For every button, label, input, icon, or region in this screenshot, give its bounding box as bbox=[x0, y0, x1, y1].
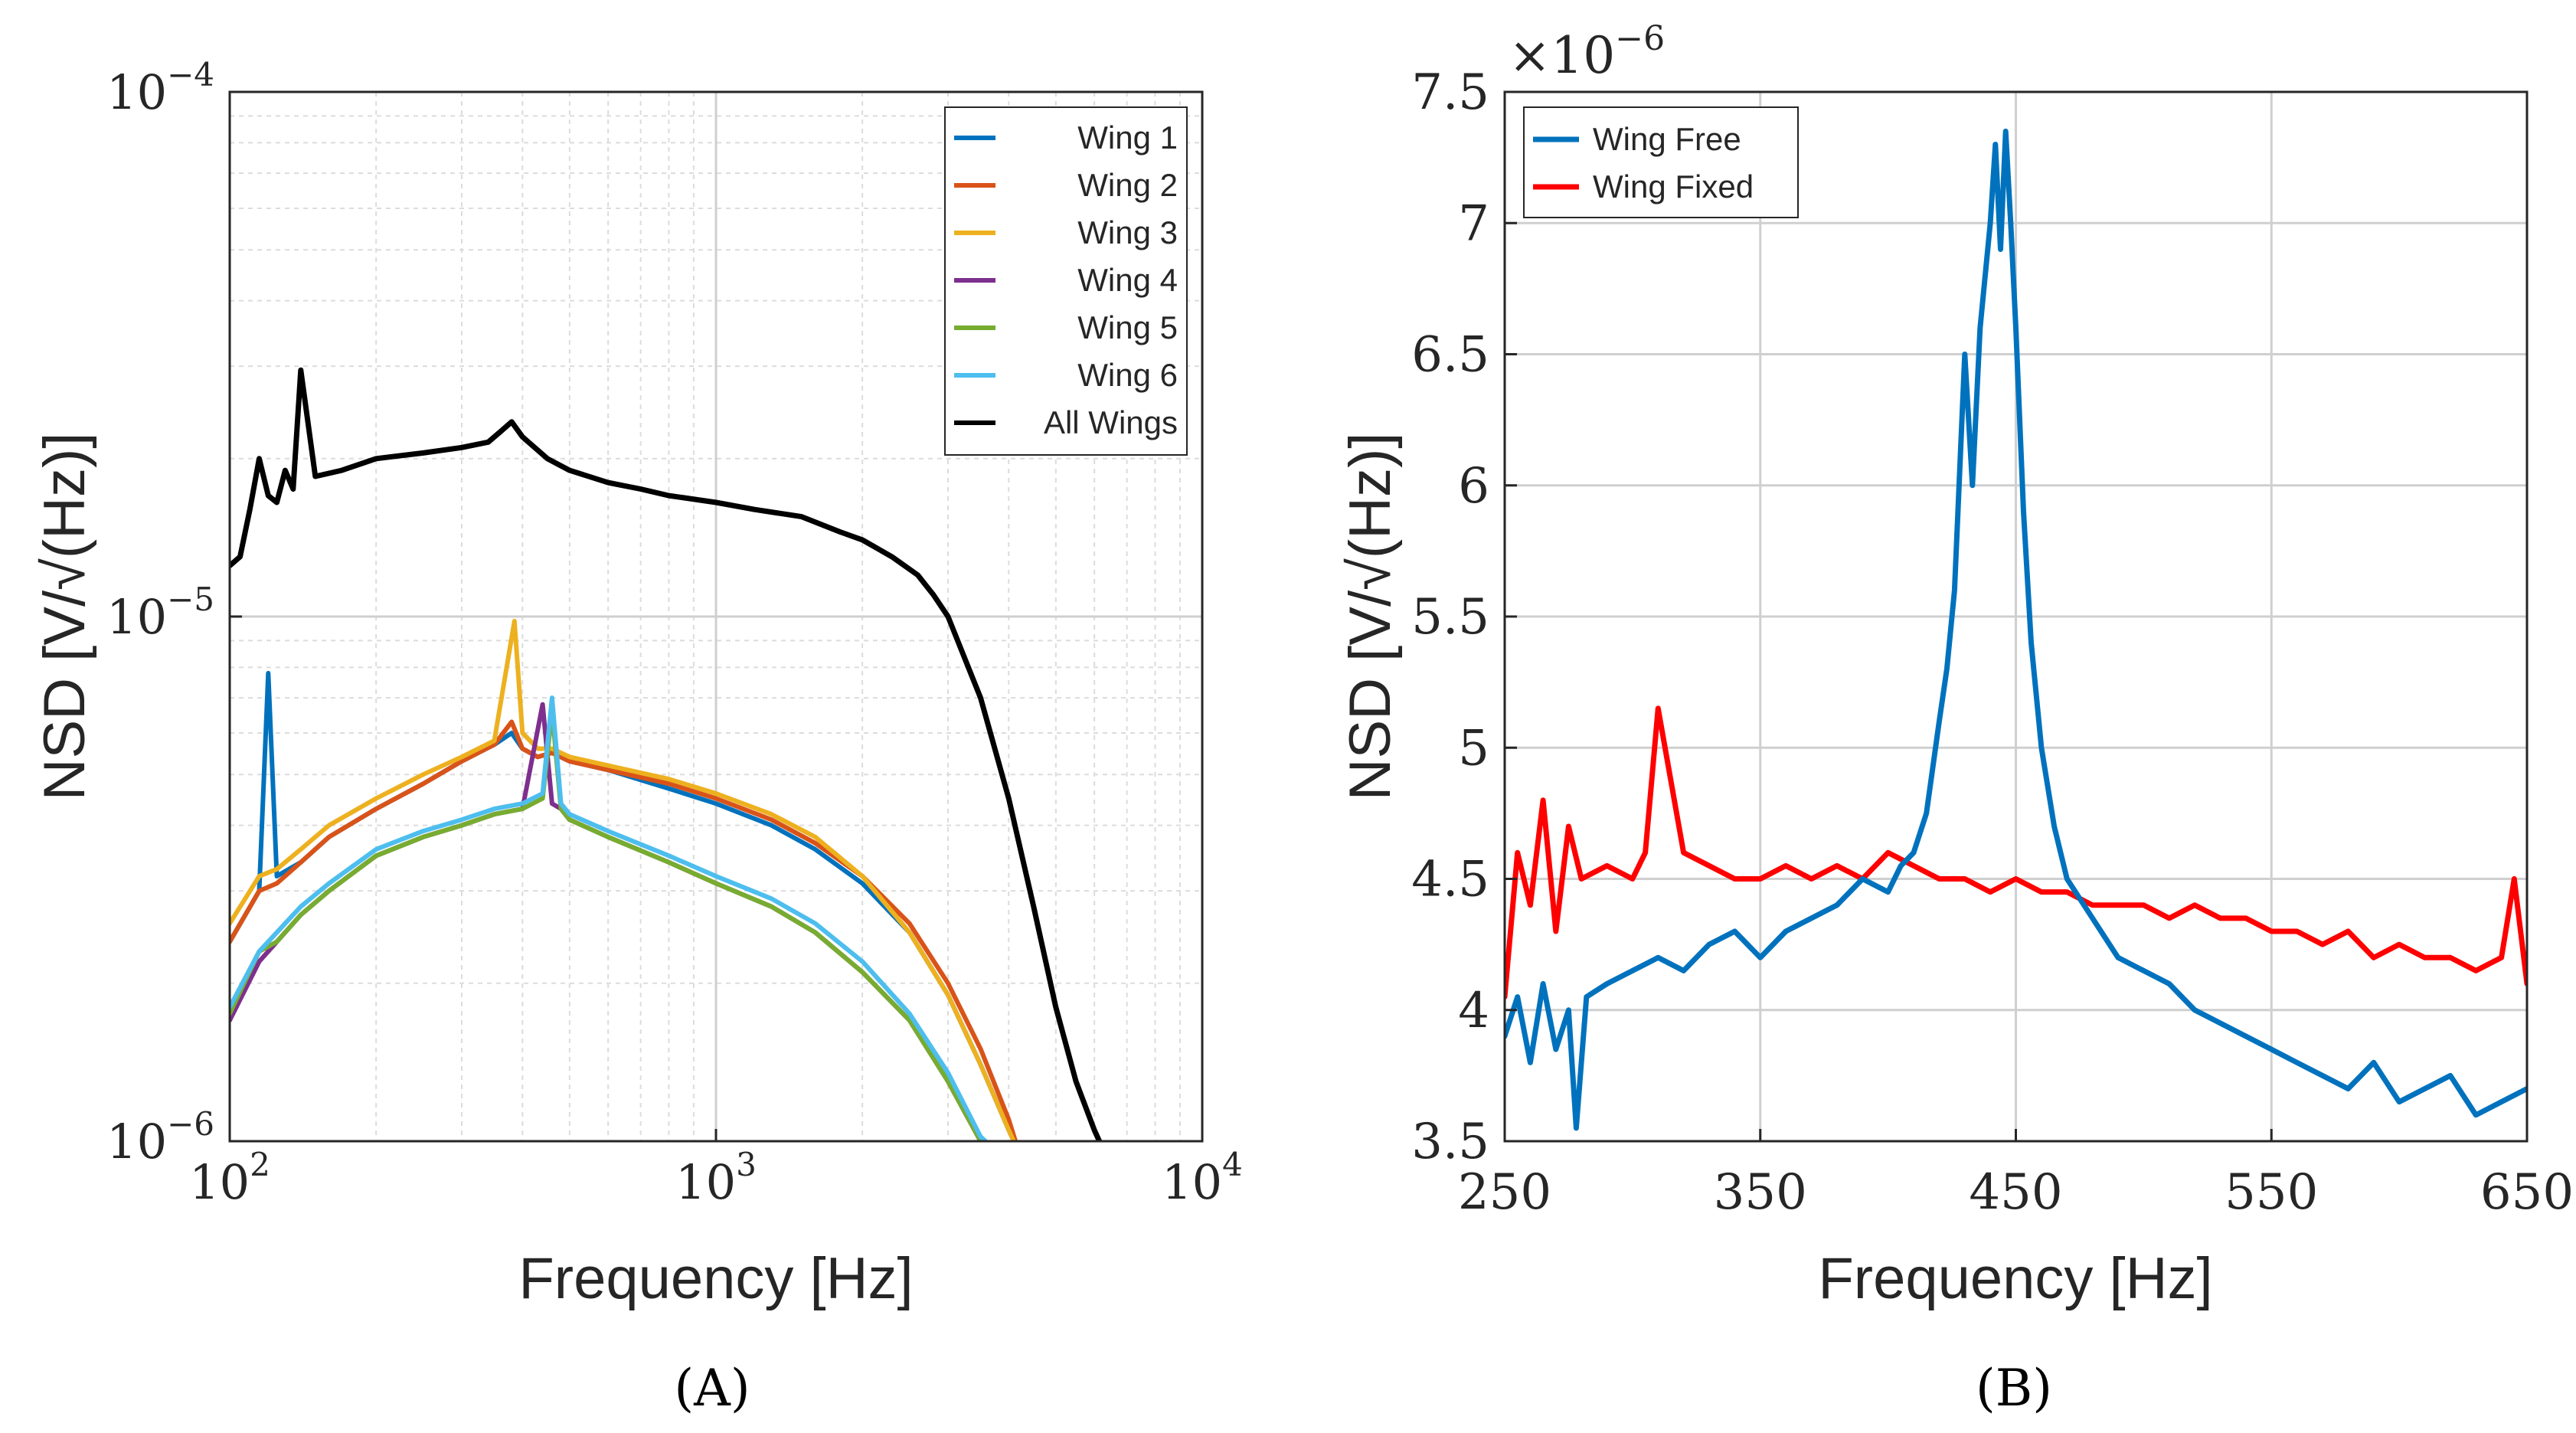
y-axis-label-a: NSD [V/√(Hz)] bbox=[32, 433, 97, 801]
series-line-wing-6 bbox=[230, 695, 989, 1141]
legend-label-wing-4: Wing 4 bbox=[1077, 262, 1178, 298]
x-tick-label: 450 bbox=[1969, 1164, 2062, 1221]
x-tick-label: 350 bbox=[1714, 1164, 1807, 1221]
legend-label-wing-6: Wing 6 bbox=[1077, 357, 1178, 393]
series-line-all-wings bbox=[230, 367, 1103, 1141]
series-line-wing-free bbox=[1505, 128, 2527, 1131]
series-line-wing-2 bbox=[230, 719, 1018, 1141]
y-tick-label: 10−5 bbox=[106, 581, 214, 645]
legend-label-wing-5: Wing 5 bbox=[1077, 309, 1178, 345]
x-tick-label: 650 bbox=[2480, 1164, 2574, 1221]
y-tick-label: 7.5 bbox=[1411, 64, 1489, 121]
legend-label-wing-2: Wing 2 bbox=[1077, 167, 1178, 203]
y-tick-label: 5 bbox=[1458, 720, 1489, 777]
x-ticks-b: 250 350 450 550 650 bbox=[1458, 1129, 2574, 1221]
y-tick-label: 10−6 bbox=[106, 1105, 214, 1170]
plot-lines-b bbox=[1505, 128, 2527, 1131]
panel-b: 250 350 450 550 650 3.5 4 4.5 5 5.5 6 6.5 7 7.5 ×10−… bbox=[1338, 19, 2574, 1418]
y-axis-label-b: NSD [V/√(Hz)] bbox=[1338, 433, 1403, 801]
x-tick-label: 250 bbox=[1458, 1164, 1551, 1221]
x-tick-label: 102 bbox=[189, 1146, 270, 1210]
y-ticks-a: 10−6 10−5 10−4 bbox=[106, 56, 242, 1170]
y-multiplier-b: ×10−6 bbox=[1509, 19, 1665, 85]
legend-a: Wing 1 Wing 2 Wing 3 Wing 4 Wing 5 Wing 6 All … bbox=[944, 106, 1188, 456]
caption-a: (A) bbox=[674, 1359, 750, 1418]
legend-b-box bbox=[1523, 106, 1799, 218]
y-tick-label: 7 bbox=[1458, 195, 1489, 252]
series-line-wing-fixed bbox=[1505, 705, 2527, 1000]
x-tick-label: 550 bbox=[2225, 1164, 2318, 1221]
x-axis-label-b: Frequency [Hz] bbox=[1818, 1246, 2212, 1311]
y-tick-label: 3.5 bbox=[1411, 1114, 1489, 1170]
panel-a: 102 103 104 10−6 10−5 10−4 Frequency [Hz] NS… bbox=[32, 56, 1243, 1418]
x-axis-label-a: Frequency [Hz] bbox=[518, 1246, 913, 1311]
legend-label-wing-free: Wing Free bbox=[1593, 121, 1741, 157]
y-tick-label: 6 bbox=[1458, 458, 1489, 515]
y-tick-label: 6.5 bbox=[1411, 327, 1489, 384]
legend-label-wing-3: Wing 3 bbox=[1077, 214, 1178, 250]
plot-lines-a bbox=[230, 367, 1103, 1141]
y-tick-label: 5.5 bbox=[1411, 589, 1489, 646]
x-tick-label: 103 bbox=[675, 1146, 757, 1210]
y-tick-label: 10−4 bbox=[106, 56, 214, 120]
y-tick-label: 4.5 bbox=[1411, 852, 1489, 908]
caption-b: (B) bbox=[1976, 1359, 2052, 1418]
series-line-wing-3 bbox=[230, 619, 1017, 1141]
legend-label-wing-1: Wing 1 bbox=[1077, 119, 1178, 155]
y-tick-label: 4 bbox=[1458, 983, 1489, 1039]
legend-b: Wing Free Wing Fixed bbox=[1523, 106, 1799, 218]
y-ticks-b: 3.5 4 4.5 5 5.5 6 6.5 7 7.5 bbox=[1411, 64, 1517, 1170]
x-tick-label: 104 bbox=[1162, 1146, 1243, 1210]
legend-label-all-wings: All Wings bbox=[1044, 404, 1178, 440]
legend-label-wing-fixed: Wing Fixed bbox=[1593, 168, 1754, 204]
x-ticks-a: 102 103 104 bbox=[189, 1129, 1243, 1210]
